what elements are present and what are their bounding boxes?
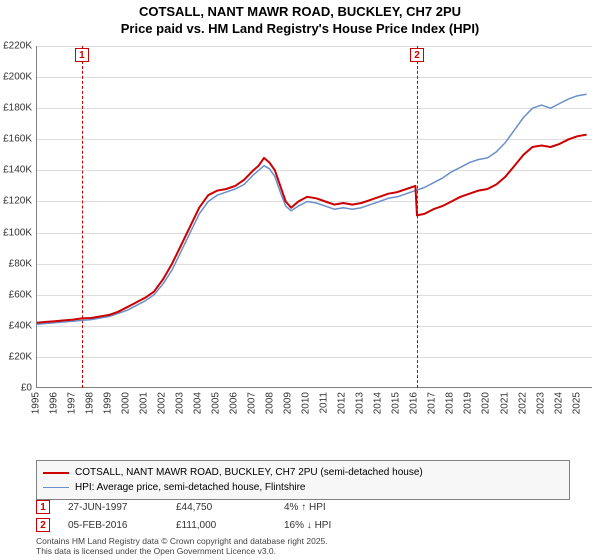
x-tick-label: 2004 xyxy=(193,392,204,414)
x-tick-label: 2009 xyxy=(283,392,294,414)
x-tick-label: 2012 xyxy=(337,392,348,414)
transaction-marker-2: 2 xyxy=(36,518,50,532)
y-tick-label: £20K xyxy=(0,351,32,362)
x-tick-label: 2015 xyxy=(391,392,402,414)
title-block: COTSALL, NANT MAWR ROAD, BUCKLEY, CH7 2P… xyxy=(0,0,600,38)
x-tick-label: 2023 xyxy=(535,392,546,414)
y-tick-label: £220K xyxy=(0,41,32,52)
transaction-row: 2 05-FEB-2016 £111,000 16% ↓ HPI xyxy=(36,516,374,534)
x-tick-label: 2013 xyxy=(355,392,366,414)
y-tick-label: £0 xyxy=(0,383,32,394)
x-tick-label: 2021 xyxy=(499,392,510,414)
x-tick-label: 2014 xyxy=(373,392,384,414)
plot-region: 12 xyxy=(36,46,592,388)
x-tick-label: 2006 xyxy=(229,392,240,414)
legend: COTSALL, NANT MAWR ROAD, BUCKLEY, CH7 2P… xyxy=(36,460,570,500)
chart-area: 12 £0£20K£40K£60K£80K£100K£120K£140K£160… xyxy=(36,46,592,426)
x-tick-label: 2016 xyxy=(409,392,420,414)
x-tick-label: 1997 xyxy=(67,392,78,414)
x-tick-label: 2007 xyxy=(247,392,258,414)
chart-container: COTSALL, NANT MAWR ROAD, BUCKLEY, CH7 2P… xyxy=(0,0,600,560)
transaction-delta: 4% ↑ HPI xyxy=(284,502,374,513)
series-price_paid xyxy=(37,135,587,323)
x-tick-label: 2001 xyxy=(139,392,150,414)
legend-swatch-price xyxy=(43,472,69,474)
series-hpi xyxy=(37,94,587,324)
legend-row-price: COTSALL, NANT MAWR ROAD, BUCKLEY, CH7 2P… xyxy=(43,465,563,480)
y-tick-label: £40K xyxy=(0,320,32,331)
x-tick-label: 2011 xyxy=(319,392,330,414)
attribution: Contains HM Land Registry data © Crown c… xyxy=(36,537,328,557)
y-tick-label: £100K xyxy=(0,227,32,238)
transaction-row: 1 27-JUN-1997 £44,750 4% ↑ HPI xyxy=(36,498,374,516)
title-line-2: Price paid vs. HM Land Registry's House … xyxy=(0,21,600,38)
transaction-delta: 16% ↓ HPI xyxy=(284,520,374,531)
x-tick-label: 2002 xyxy=(157,392,168,414)
y-tick-label: £180K xyxy=(0,103,32,114)
x-tick-label: 2000 xyxy=(121,392,132,414)
x-tick-label: 2020 xyxy=(481,392,492,414)
chart-marker-1: 1 xyxy=(75,48,89,62)
legend-row-hpi: HPI: Average price, semi-detached house,… xyxy=(43,480,563,495)
y-tick-label: £80K xyxy=(0,258,32,269)
transaction-marker-1: 1 xyxy=(36,500,50,514)
x-tick-label: 1998 xyxy=(85,392,96,414)
x-tick-label: 1996 xyxy=(49,392,60,414)
transactions-block: 1 27-JUN-1997 £44,750 4% ↑ HPI 2 05-FEB-… xyxy=(36,498,374,534)
transaction-date: 27-JUN-1997 xyxy=(68,502,158,513)
y-tick-label: £160K xyxy=(0,134,32,145)
y-tick-label: £200K xyxy=(0,72,32,83)
y-tick-label: £60K xyxy=(0,289,32,300)
legend-label-hpi: HPI: Average price, semi-detached house,… xyxy=(75,480,306,495)
transaction-date: 05-FEB-2016 xyxy=(68,520,158,531)
x-tick-label: 2010 xyxy=(301,392,312,414)
x-tick-label: 2022 xyxy=(517,392,528,414)
y-tick-label: £140K xyxy=(0,165,32,176)
x-tick-label: 2003 xyxy=(175,392,186,414)
transaction-price: £44,750 xyxy=(176,502,266,513)
x-tick-label: 1999 xyxy=(103,392,114,414)
transaction-price: £111,000 xyxy=(176,520,266,531)
y-tick-label: £120K xyxy=(0,196,32,207)
x-tick-label: 2008 xyxy=(265,392,276,414)
chart-marker-2: 2 xyxy=(410,48,424,62)
legend-swatch-hpi xyxy=(43,487,69,488)
attribution-line-2: This data is licensed under the Open Gov… xyxy=(36,547,328,557)
x-tick-label: 2005 xyxy=(211,392,222,414)
line-series xyxy=(37,46,592,388)
x-tick-label: 1995 xyxy=(31,392,42,414)
x-tick-label: 2025 xyxy=(571,392,582,414)
x-tick-label: 2019 xyxy=(463,392,474,414)
title-line-1: COTSALL, NANT MAWR ROAD, BUCKLEY, CH7 2P… xyxy=(0,4,600,21)
x-tick-label: 2018 xyxy=(445,392,456,414)
legend-label-price: COTSALL, NANT MAWR ROAD, BUCKLEY, CH7 2P… xyxy=(75,465,423,480)
x-tick-label: 2024 xyxy=(553,392,564,414)
x-tick-label: 2017 xyxy=(427,392,438,414)
